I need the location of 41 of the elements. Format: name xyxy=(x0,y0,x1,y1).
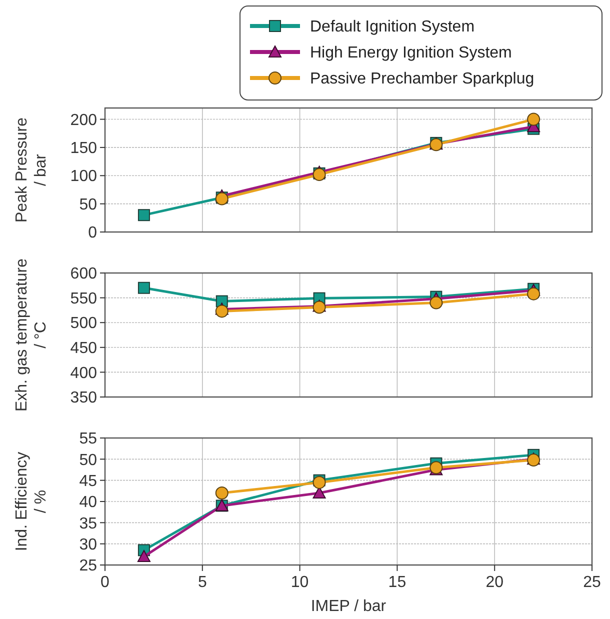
legend-label: Passive Prechamber Sparkplug xyxy=(310,70,534,88)
point xyxy=(312,486,326,499)
y-axis-title: Peak Pressure / bar xyxy=(13,117,50,222)
x-tick-label: 10 xyxy=(290,574,309,591)
point xyxy=(430,296,443,310)
point xyxy=(527,287,540,300)
y-tick-label: 45 xyxy=(79,472,98,490)
y-axis-title: Exh. gas temperature / °C xyxy=(13,258,50,412)
y-tick-label: 100 xyxy=(70,168,98,186)
y-tick-label: 0 xyxy=(88,224,98,242)
x-tick-label: 20 xyxy=(486,574,504,591)
y-tick-label: 50 xyxy=(79,196,98,214)
x-tick-label: 15 xyxy=(388,574,406,591)
legend-label: High Energy Ignition System xyxy=(310,44,512,62)
x-tick-label: 5 xyxy=(198,574,207,591)
x-axis-title: IMEP / bar xyxy=(310,598,387,615)
y-tick-label: 30 xyxy=(79,536,98,554)
y-tick-label: 200 xyxy=(70,112,98,129)
point xyxy=(215,304,228,318)
y-tick-label: 450 xyxy=(70,340,98,357)
point xyxy=(527,112,540,126)
y-tick-label: 550 xyxy=(70,290,98,308)
point xyxy=(215,486,228,500)
y-tick-label: 400 xyxy=(70,364,98,382)
y-tick-label: 35 xyxy=(79,515,98,532)
y-tick-label: 150 xyxy=(70,140,98,158)
y-tick-label: 500 xyxy=(70,315,98,332)
x-tick-label: 25 xyxy=(583,574,601,591)
y-tick-label: 50 xyxy=(79,452,98,469)
y-tick-label: 350 xyxy=(70,390,98,407)
y-tick-label: 25 xyxy=(79,558,98,575)
point xyxy=(138,209,150,222)
point xyxy=(138,282,150,294)
y-tick-label: 600 xyxy=(70,266,98,283)
y-tick-label: 40 xyxy=(79,494,98,512)
legend-label: Default Ignition System xyxy=(310,18,475,36)
y-axis-title: Ind. Efficiency / % xyxy=(13,452,50,552)
point xyxy=(137,550,150,562)
point xyxy=(312,476,326,489)
y-tick-label: 55 xyxy=(79,430,98,448)
x-tick-label: 0 xyxy=(100,574,110,591)
